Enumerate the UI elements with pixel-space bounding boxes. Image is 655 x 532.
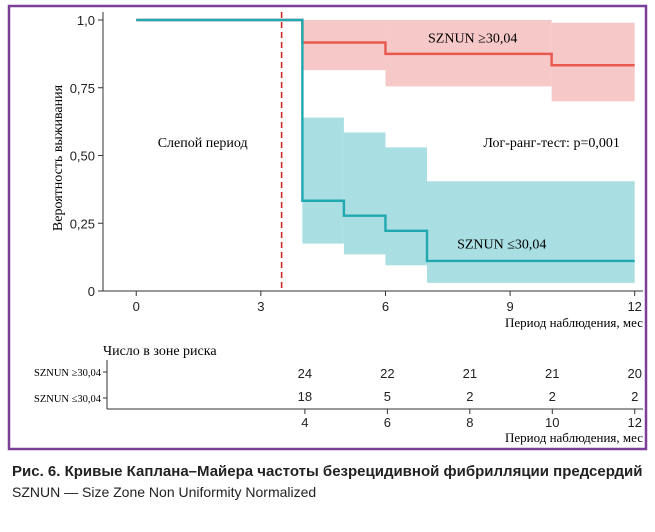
x-tick-label-3: 9 [506,299,513,314]
y-tick-label-3: 0,75 [70,81,95,96]
risk-cell-0-1: 22 [380,366,394,381]
risk-x-tick-label-0: 4 [301,415,308,430]
risk-row-label-low: SZNUN ≤30,04 [34,394,102,405]
ci-band-0-3 [551,22,635,102]
risk-cell-1-3: 2 [549,389,556,404]
risk-cell-1-4: 2 [631,389,638,404]
y-axis-label: Вероятность выживания [51,84,66,231]
caption-note: SZNUN — Size Zone Non Uniformity Normali… [12,484,317,500]
caption: Рис. 6. Кривые Каплана–Майера частоты бе… [12,462,646,502]
x-axis-label: Период наблюдения, мес [505,315,643,330]
risk-cell-1-1: 5 [384,389,391,404]
x-ticks: 0 3 6 9 12 [133,291,642,314]
risk-x-tick-label-3: 10 [545,415,559,430]
y-ticks: 0 0,25 0,50 0,75 1,0 [70,13,103,299]
risk-row-label-high: SZNUN ≥30,04 [34,368,102,379]
risk-cell-0-4: 20 [628,366,642,381]
y-tick-label-2: 0,50 [70,149,95,164]
ci-band-1-3 [385,147,427,266]
risk-cell-0-3: 21 [545,366,559,381]
series-label-high: SZNUN ≥30,04 [428,32,517,47]
y-tick-label-1: 0,25 [70,216,95,231]
figure-frame [7,4,648,451]
risk-cell-0-0: 24 [298,366,312,381]
blind-period-label: Слепой период [158,136,248,151]
risk-cell-1-0: 18 [298,389,312,404]
series-label-low: SZNUN ≤30,04 [457,238,546,253]
ci-band-1-1 [302,117,344,244]
x-tick-label-0: 0 [133,299,140,314]
x-tick-label-4: 12 [627,299,641,314]
risk-x-ticks: 4 6 8 10 12 [103,371,642,430]
ci-band-1-4 [427,181,635,283]
km-curve-1 [136,18,635,263]
y-tick-label-0: 0 [88,284,95,299]
caption-title: Рис. 6. Кривые Каплана–Майера частоты бе… [12,463,643,480]
km-plot: 0 0,25 0,50 0,75 1,0 0 3 6 9 12 Вероятность выжи… [51,12,643,330]
ci-band-0-1 [302,20,386,71]
risk-x-tick-label-1: 6 [384,415,391,430]
risk-cell-1-2: 2 [466,389,473,404]
logrank-label: Лог-ранг-тест: p=0,001 [483,136,619,151]
survival-curves [136,18,635,263]
y-tick-label-4: 1,0 [77,13,95,28]
risk-x-tick-label-2: 8 [466,415,473,430]
risk-x-tick-label-4: 12 [628,415,642,430]
confidence-bands [302,20,635,283]
risk-table: Число в зоне риска SZNUN ≥30,04 SZNUN ≤3… [34,344,643,445]
risk-cell-0-2: 21 [463,366,477,381]
x-tick-label-1: 3 [257,299,264,314]
risk-table-title: Число в зоне риска [103,344,217,359]
risk-x-axis-label: Период наблюдения, мес [505,430,643,445]
x-tick-label-2: 6 [382,299,389,314]
km-axes: 0 0,25 0,50 0,75 1,0 0 3 6 9 12 [70,12,643,314]
ci-band-1-2 [343,132,386,255]
